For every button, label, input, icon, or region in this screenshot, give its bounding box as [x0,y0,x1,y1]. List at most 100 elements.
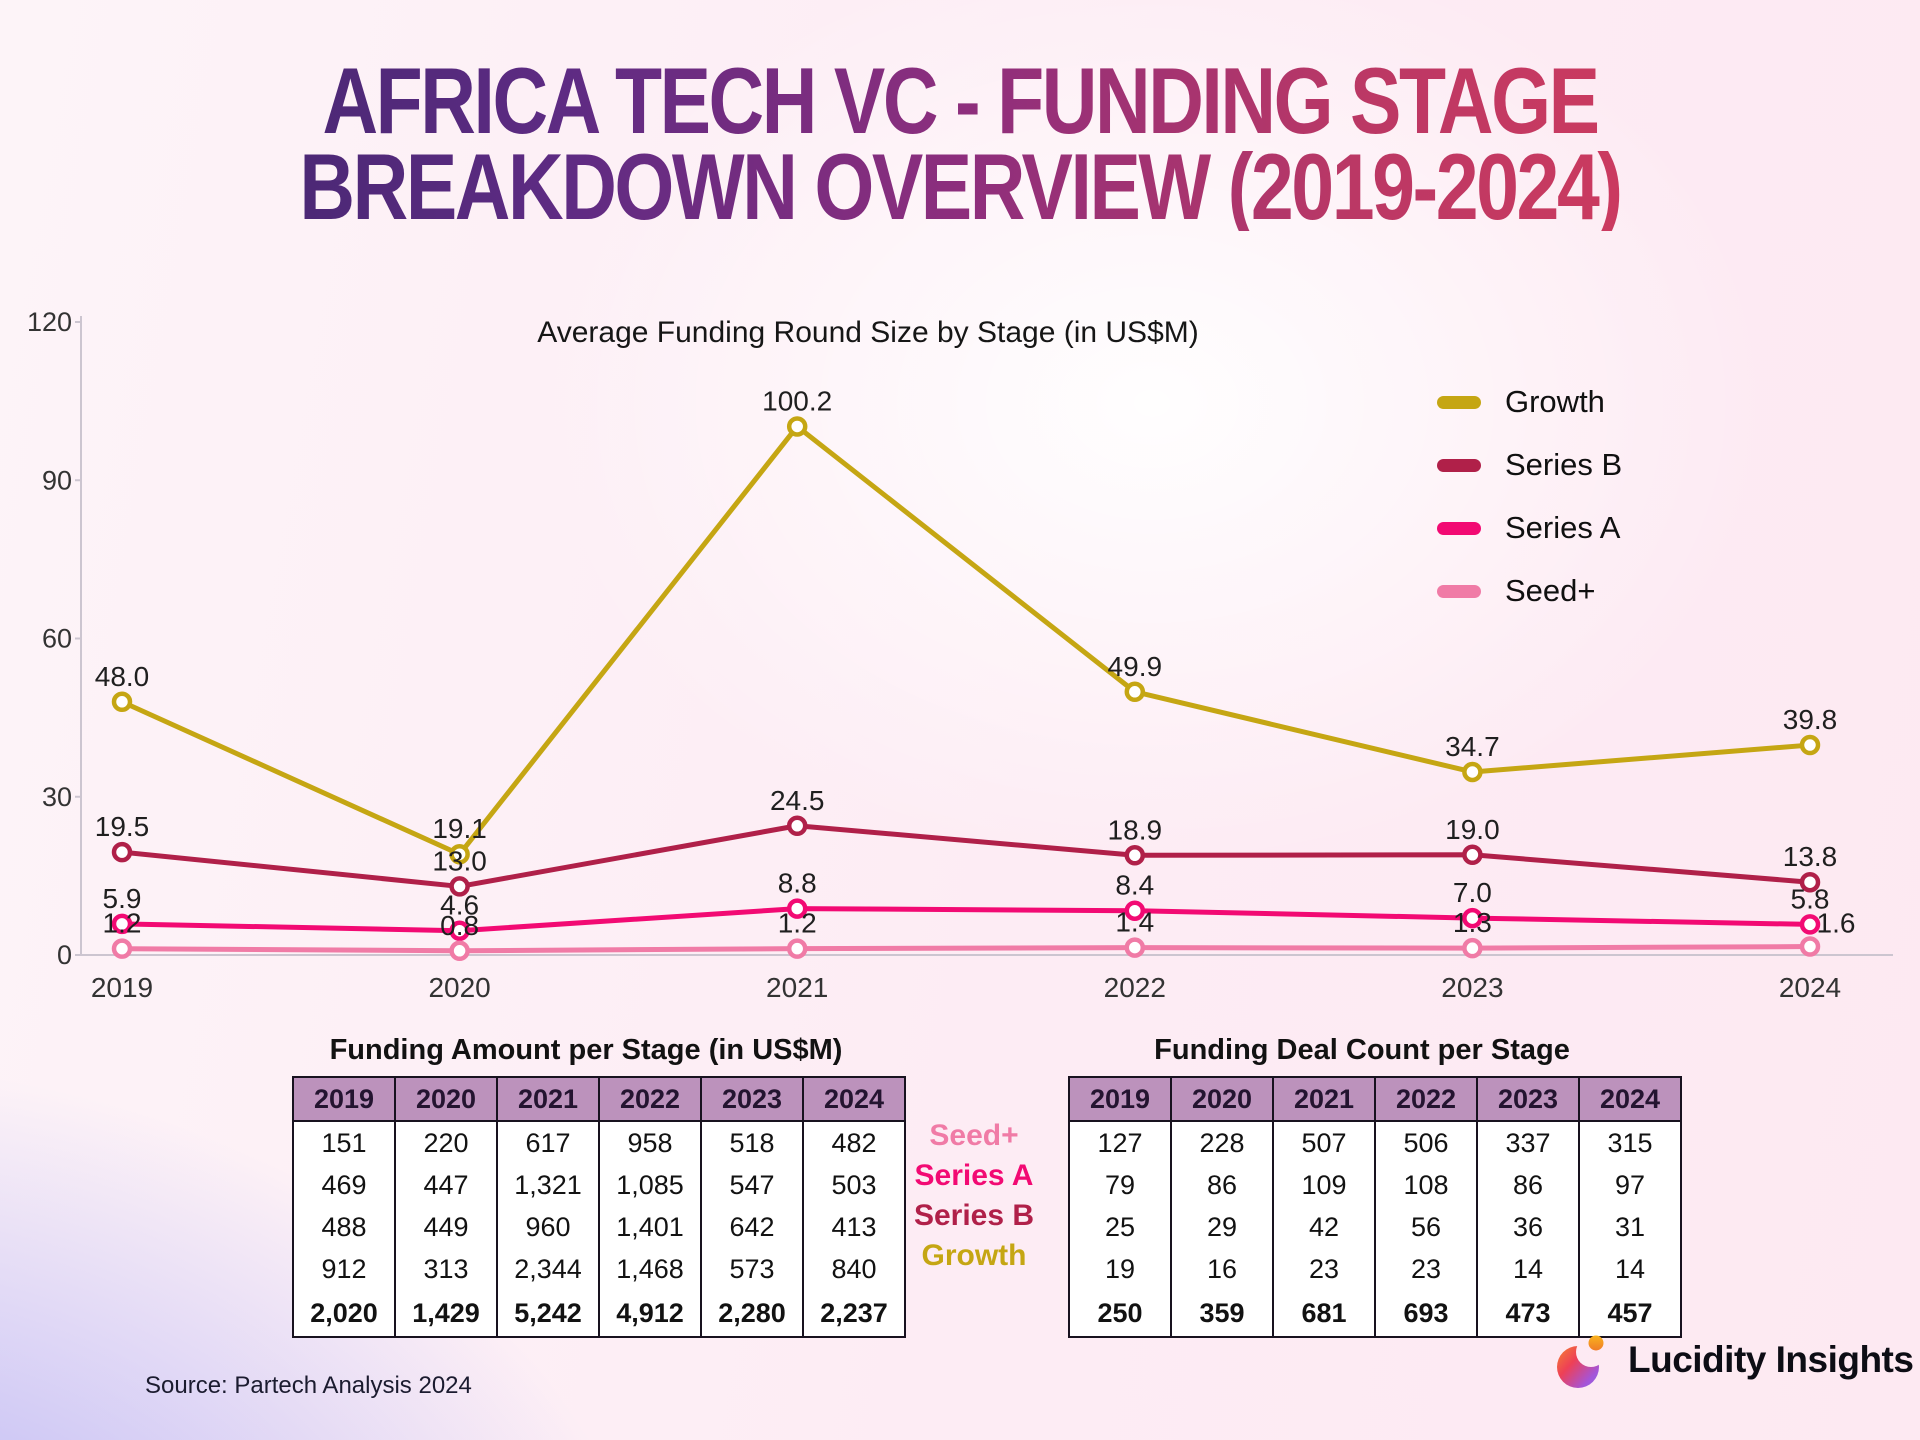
table-column-header: 2019 [1069,1077,1171,1122]
data-label: 0.8 [440,910,479,941]
series-line-seed- [119,944,1813,954]
table-column-header: 2021 [496,1077,599,1122]
table-cell: 97 [1578,1164,1681,1206]
legend-label: Series A [1505,510,1621,545]
data-label: 34.7 [1445,731,1500,762]
stage-row-labels: Seed+ Series A Series B Growth [880,1116,1068,1276]
brand-name: Lucidity Insights [1628,1339,1914,1380]
data-label: 5.8 [1791,883,1830,914]
funding-amount-table: 2019 2020 2021 2022 2023 2024 151 220 617 958 518 4… [292,1076,906,1338]
data-label: 39.8 [1783,704,1838,735]
data-point [786,815,808,837]
table-row: 79 86 109 108 86 97 [1069,1164,1681,1206]
table-cell: 108 [1374,1164,1477,1206]
legend-label: Growth [1505,384,1605,419]
x-tick-label: 2023 [1441,972,1503,1003]
series-line-series-a [119,906,1813,934]
data-label: 49.9 [1108,651,1163,682]
table-header-row: 2019 2020 2021 2022 2023 2024 [293,1077,905,1122]
table-total-cell: 2,020 [310,1297,378,1328]
table-total-cell: 681 [1272,1290,1375,1337]
data-point [786,898,808,919]
table-row: 912 313 2,344 1,468 573 840 [293,1248,905,1290]
table-cell: 16 [1170,1248,1273,1290]
data-point [1799,914,1821,935]
table-cell: 449 [394,1206,497,1248]
table-cell: 518 [700,1121,803,1164]
data-label: 4.6 [440,890,479,921]
table-column-header: 2019 [293,1077,395,1122]
data-point [449,940,470,962]
data-label: 1.2 [778,908,817,939]
data-label: 1.4 [1115,907,1154,938]
table-cell: 506 [1374,1121,1477,1164]
table-cell: 337 [1476,1121,1579,1164]
table-cell: 447 [394,1164,497,1206]
chart-legend: Growth Series B Series A Seed+ [1437,384,1622,609]
table-cell: 617 [496,1121,599,1164]
table-row: 151 220 617 958 518 482 [293,1121,905,1164]
data-label: 1.6 [1817,908,1856,939]
table-cell: 19 [1104,1253,1136,1284]
table-total-cell: 693 [1374,1290,1477,1337]
page-title: AFRICA TECH VC - FUNDING STAGE BREAKDOWN … [173,58,1747,231]
data-point [1462,844,1483,866]
table-total-cell: 4,912 [598,1290,701,1337]
table-cell: 573 [700,1248,803,1290]
table-cell: 488 [321,1211,367,1242]
table-cell: 469 [321,1169,367,1200]
x-tick-label: 2021 [766,972,828,1003]
table-column-header: 2023 [700,1077,803,1122]
table-row: 19 16 23 23 14 14 [1069,1248,1681,1290]
data-point [111,913,133,935]
table-cell: 547 [700,1164,803,1206]
table-cell: 86 [1170,1164,1273,1206]
table-cell: 127 [1097,1127,1143,1158]
data-point [1124,845,1146,866]
table-cell: 36 [1476,1206,1579,1248]
table-total-cell: 359 [1170,1290,1273,1337]
series-line-series-b [119,823,1813,889]
deal-count-table-title: Funding Deal Count per Stage [1154,1034,1570,1066]
data-label: 19.1 [432,813,487,844]
data-point [1462,907,1483,929]
table-row: 127 228 507 506 337 315 [1069,1121,1681,1164]
data-point [1124,937,1146,958]
table-column-header: 2022 [1374,1077,1477,1122]
data-point [1124,681,1146,703]
data-label: 19.5 [95,811,150,842]
data-point [449,876,470,897]
y-tick-label: 0 [57,940,72,970]
table-cell: 315 [1578,1121,1681,1164]
table-cell: 23 [1374,1248,1477,1290]
table-column-header: 2022 [598,1077,701,1122]
legend-item-seed-: Seed+ [1437,573,1622,609]
legend-swatch [1437,458,1481,472]
table-cell: 42 [1272,1206,1375,1248]
table-cell: 56 [1374,1206,1477,1248]
x-tick-label: 2022 [1104,972,1166,1003]
table-cell: 14 [1476,1248,1579,1290]
table-cell: 2,344 [496,1248,599,1290]
data-point [111,841,133,863]
table-total-cell: 473 [1476,1290,1579,1337]
table-cell: 109 [1272,1164,1375,1206]
chart-title: Average Funding Round Size by Stage (in … [537,316,1199,349]
data-label: 19.0 [1445,814,1500,845]
data-label: 7.0 [1453,877,1492,908]
table-cell: 151 [321,1127,367,1158]
table-total-cell: 457 [1578,1290,1681,1337]
data-label: 100.2 [762,385,832,416]
data-point [1124,900,1146,921]
legend-item-series-a: Series A [1437,510,1622,546]
funding-amount-table-title: Funding Amount per Stage (in US$M) [329,1034,843,1066]
legend-item-series-b: Series B [1437,447,1622,483]
table-total-cell: 5,242 [496,1290,599,1337]
table-row: 469 447 1,321 1,085 547 503 [293,1164,905,1206]
data-point [786,416,808,437]
table-column-header: 2020 [1170,1077,1273,1122]
data-label: 5.9 [103,883,142,914]
table-cell: 960 [496,1206,599,1248]
table-column-header: 2024 [1578,1077,1681,1122]
table-cell: 79 [1104,1169,1136,1200]
